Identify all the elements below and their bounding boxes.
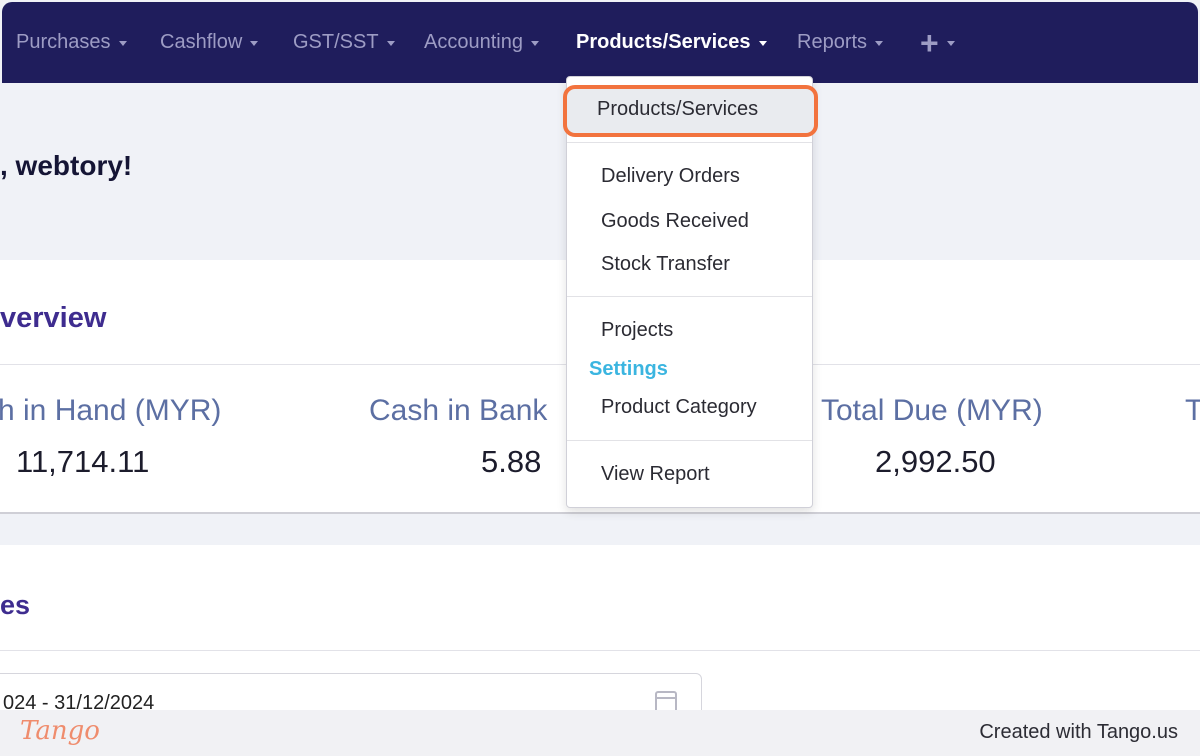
tango-logo: Tango <box>20 716 100 746</box>
nav-add-new[interactable]: + <box>920 2 955 83</box>
caret-down-icon <box>530 41 539 46</box>
highlighted-menu-item[interactable]: Products/Services <box>563 85 818 137</box>
stat-cash-in-hand-value: 11,714.11 <box>16 444 150 479</box>
caret-down-icon <box>946 41 955 46</box>
stat-truncated-label: T <box>1185 394 1200 427</box>
caret-down-icon <box>758 41 767 46</box>
nav-cashflow-label: Cashflow <box>160 31 243 53</box>
nav-cashflow[interactable]: Cashflow <box>160 2 259 83</box>
nav-purchases[interactable]: Purchases <box>16 2 127 83</box>
menu-item-view-report[interactable]: View Report <box>601 463 710 485</box>
nav-accounting-label: Accounting <box>424 31 523 53</box>
menu-divider <box>567 440 812 441</box>
nav-gst-sst[interactable]: GST/SST <box>293 2 395 83</box>
sales-divider <box>0 650 1200 651</box>
nav-reports[interactable]: Reports <box>797 2 884 83</box>
welcome-greeting: , webtory! <box>0 150 133 181</box>
caret-down-icon <box>118 41 127 46</box>
date-range-picker[interactable]: 024 - 31/12/2024 <box>0 673 702 710</box>
stat-total-due-label: Total Due (MYR) <box>821 394 1043 427</box>
products-services-dropdown-menu: Products/Services Delivery Orders Goods … <box>563 76 818 508</box>
nav-products-services-label: Products/Services <box>576 31 751 53</box>
caret-down-icon <box>875 41 884 46</box>
menu-divider <box>567 142 812 143</box>
menu-item-delivery-orders[interactable]: Delivery Orders <box>601 165 740 187</box>
top-navigation-bar: Purchases Cashflow GST/SST Accounting Pr… <box>2 2 1198 83</box>
app-window: Purchases Cashflow GST/SST Accounting Pr… <box>0 0 1200 710</box>
calendar-icon[interactable] <box>655 691 677 710</box>
tango-footer <box>0 710 1200 756</box>
nav-reports-label: Reports <box>797 31 868 53</box>
stat-cash-in-hand-label: h in Hand (MYR) <box>0 394 222 427</box>
plus-icon: + <box>920 24 939 61</box>
nav-products-services[interactable]: Products/Services <box>576 2 767 83</box>
stat-total-due-value: 2,992.50 <box>875 444 996 479</box>
menu-item-goods-received[interactable]: Goods Received <box>601 210 749 232</box>
overview-title: verview <box>0 302 107 334</box>
stat-cash-in-bank-label: Cash in Bank <box>369 394 548 427</box>
nav-purchases-label: Purchases <box>16 31 111 53</box>
sales-title: es <box>0 590 31 620</box>
menu-item-stock-transfer[interactable]: Stock Transfer <box>601 253 730 275</box>
caret-down-icon <box>250 41 259 46</box>
date-range-value: 024 - 31/12/2024 <box>3 691 155 711</box>
menu-item-product-category[interactable]: Product Category <box>601 396 757 418</box>
caret-down-icon <box>386 41 395 46</box>
menu-divider <box>567 296 812 297</box>
menu-header-settings: Settings <box>589 358 668 380</box>
menu-item-projects[interactable]: Projects <box>601 319 674 341</box>
created-with-credit: Created with Tango.us <box>979 721 1178 743</box>
menu-item-products-services[interactable]: Products/Services <box>597 98 759 120</box>
nav-gst-sst-label: GST/SST <box>293 31 379 53</box>
nav-accounting[interactable]: Accounting <box>424 2 539 83</box>
stat-cash-in-bank-value: 5.88 <box>481 444 542 479</box>
